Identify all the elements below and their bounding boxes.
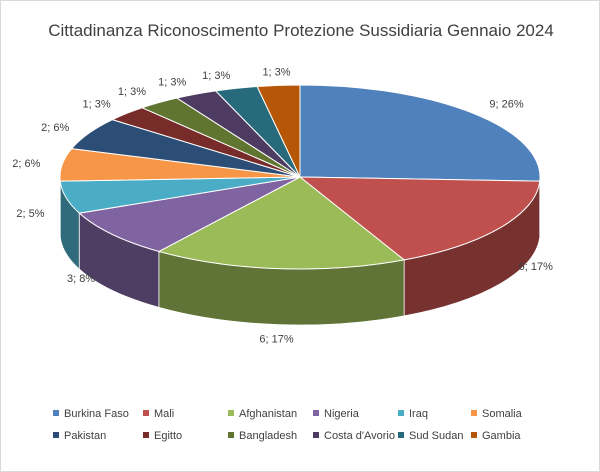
- legend-label: Gambia: [482, 430, 521, 442]
- data-label-gambia: 1; 3%: [262, 66, 290, 78]
- legend-swatch: [228, 432, 234, 439]
- legend-swatch: [143, 410, 149, 417]
- legend-label: Burkina Faso: [64, 408, 129, 420]
- legend-label: Nigeria: [324, 408, 359, 420]
- legend-label: Bangladesh: [239, 430, 298, 442]
- legend-label: Afghanistan: [239, 408, 298, 420]
- pie-slice-mali: [298, 176, 541, 261]
- legend-swatch: [398, 432, 404, 439]
- legend-label: Mali: [154, 408, 175, 420]
- legend-item-bangladesh: Bangladesh: [228, 429, 297, 443]
- legend-swatch: [471, 432, 477, 439]
- legend-item-gambia: Gambia: [471, 429, 521, 443]
- pie-slice-afghanistan: [157, 176, 406, 270]
- legend-item-pakistan: Pakistan: [53, 429, 106, 443]
- legend-label: Iraq: [409, 408, 428, 420]
- legend-item-sud-sudan: Sud Sudan: [398, 429, 463, 443]
- legend-item-mali: Mali: [143, 407, 174, 421]
- legend-item-burkina-faso: Burkina Faso: [53, 407, 129, 421]
- data-label-egitto: 1; 3%: [82, 99, 110, 111]
- legend-swatch: [53, 410, 59, 417]
- pie-chart: 9; 26% 6; 17% 6; 17% 3; 8% 2; 5% 2; 6% 2; 6% 1;…: [12, 66, 553, 345]
- legend-label: Costa d'Avorio: [324, 430, 395, 442]
- legend-swatch: [313, 432, 319, 439]
- legend-swatch: [143, 432, 149, 439]
- legend-swatch: [398, 410, 404, 417]
- data-label-iraq: 2; 5%: [16, 208, 44, 220]
- data-label-costa-d-avorio: 1; 3%: [158, 76, 186, 88]
- legend-label: Somalia: [482, 408, 522, 420]
- legend-swatch: [313, 410, 319, 417]
- legend-item-afghanistan: Afghanistan: [228, 407, 297, 421]
- data-label-sud-sudan: 1; 3%: [202, 70, 230, 82]
- legend-item-iraq: Iraq: [398, 407, 428, 421]
- data-label-somalia: 2; 6%: [12, 158, 40, 170]
- legend-swatch: [228, 410, 234, 417]
- legend-label: Pakistan: [64, 430, 107, 442]
- data-label-mali: 6; 17%: [519, 261, 553, 273]
- data-label-bangladesh: 1; 3%: [118, 86, 146, 98]
- pie-slice-burkina-faso: [299, 84, 541, 182]
- data-label-burkina-faso: 9; 26%: [489, 99, 523, 111]
- legend-swatch: [471, 410, 477, 417]
- legend-item-egitto: Egitto: [143, 429, 182, 443]
- legend-item-somalia: Somalia: [471, 407, 522, 421]
- legend-label: Egitto: [154, 430, 183, 442]
- data-label-pakistan: 2; 6%: [41, 122, 69, 134]
- pie-slice-gambia: [256, 84, 301, 178]
- legend-item-nigeria: Nigeria: [313, 407, 359, 421]
- legend-swatch: [53, 432, 59, 439]
- chart-title: Cittadinanza Riconoscimento Protezione S…: [48, 21, 554, 40]
- legend-label: Sud Sudan: [409, 430, 464, 442]
- data-label-nigeria: 3; 8%: [67, 273, 95, 285]
- data-label-afghanistan: 6; 17%: [259, 333, 293, 345]
- legend-item-costa-d-avorio: Costa d'Avorio: [313, 429, 395, 443]
- pie-slice-nigeria: [78, 176, 301, 252]
